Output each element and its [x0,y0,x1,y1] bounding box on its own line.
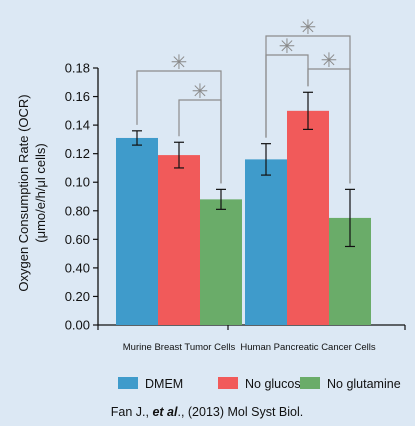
legend-label: No glucose [245,377,308,391]
y-tick-label: 0.40 [65,260,90,275]
bar [158,155,200,325]
y-tick-label: 0.18 [65,61,90,76]
y-tick-label: 0.60 [65,232,90,247]
y-tick-label: 0.20 [65,289,90,304]
legend: DMEM No glucose No glutamine [118,377,401,391]
legend-swatch [118,377,138,389]
significance-star: ✳ [192,79,209,103]
y-tick-label: 0.16 [65,89,90,104]
citation-author: Fan J., [111,405,153,419]
axes: 0.00 0.20 0.40 0.60 0.80 0.10 0.12 0.14 0.16 0.18… [65,61,406,353]
citation-etal: et al [152,405,178,419]
legend-label: DMEM [145,377,183,391]
y-axis-label-line1: Oxygen Consumption Rate (OCR) [16,94,31,291]
bar [245,159,287,325]
significance-star: ✳ [171,50,188,74]
y-tick-label: 0.80 [65,203,90,218]
error-bars [132,91,355,248]
bar [287,110,329,325]
bars [116,110,371,325]
significance-star: ✳ [300,15,317,39]
y-tick-label: 0.00 [65,318,90,333]
y-axis-label-line2: (μmo/e/h/μl cells) [33,143,48,243]
x-group-label: Human Pancreatic Cancer Cells [240,342,375,353]
significance-star: ✳ [321,48,338,72]
bar [200,199,242,325]
y-axis-label: Oxygen Consumption Rate (OCR) (μmo/e/h/μ… [16,94,48,291]
significance-brackets: ✳✳✳✳✳ [136,15,351,184]
significance-star: ✳ [279,34,296,58]
x-group-label: Murine Breast Tumor Cells [123,342,236,353]
citation-rest: ., (2013) Mol Syst Biol. [177,405,303,419]
y-tick-label: 0.14 [65,118,90,133]
legend-label: No glutamine [327,377,401,391]
significance-bracket [178,99,222,184]
legend-swatch [300,377,320,389]
bar [116,137,158,325]
legend-swatch [218,377,238,389]
y-tick-label: 0.12 [65,146,90,161]
citation: Fan J., et al., (2013) Mol Syst Biol. [111,405,303,419]
y-tick-label: 0.10 [65,175,90,190]
significance-bracket [307,68,351,184]
